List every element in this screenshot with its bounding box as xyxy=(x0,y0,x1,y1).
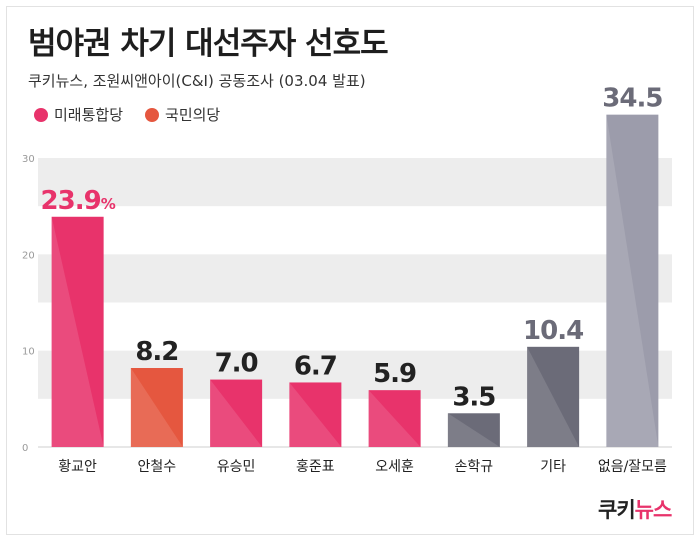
kuki-news-logo: 쿠키뉴스 xyxy=(598,498,672,522)
bar-value-label: 7.0 xyxy=(215,349,258,379)
grid-band xyxy=(38,158,672,207)
y-tick-label: 0 xyxy=(22,443,28,454)
grid-band xyxy=(38,254,672,303)
x-tick-label: 오세훈 xyxy=(375,459,414,475)
x-tick-label: 유승민 xyxy=(217,459,256,475)
chart-subtitle: 쿠키뉴스, 조원씨앤아이(C&I) 공동조사 (03.04 발표) xyxy=(28,72,366,90)
bar xyxy=(606,114,659,448)
bar-sheen xyxy=(51,216,104,447)
x-tick-label: 손학규 xyxy=(455,459,494,475)
bar-value-label: 10.4 xyxy=(523,316,583,346)
legend-swatch xyxy=(145,107,160,122)
x-tick-label: 홍준표 xyxy=(296,459,335,475)
bar-value-label: 5.9 xyxy=(373,359,416,389)
bar-sheen xyxy=(210,379,263,447)
legend-label: 국민의당 xyxy=(165,106,221,124)
bar-sheen xyxy=(289,382,342,447)
x-tick-label: 없음/잘모름 xyxy=(598,459,667,475)
x-tick-label: 기타 xyxy=(540,459,566,475)
bar xyxy=(527,346,580,447)
bar-sheen xyxy=(606,114,659,448)
legend-label: 미래통합당 xyxy=(54,106,124,124)
chart-frame xyxy=(6,6,694,535)
bar xyxy=(368,390,421,447)
bar xyxy=(447,413,500,447)
chart-title: 범야권 차기 대선주자 선호도 xyxy=(28,26,389,62)
bar-value-label: 8.2 xyxy=(135,337,178,367)
bar-sheen xyxy=(130,368,183,447)
x-tick-label: 안철수 xyxy=(138,459,177,475)
bar-value-label: 34.5 xyxy=(602,84,662,114)
bar-value-suffix: % xyxy=(101,195,116,213)
bar-value-label: 3.5 xyxy=(452,382,495,412)
bar xyxy=(210,379,263,447)
y-tick-label: 10 xyxy=(22,347,35,358)
legend-item-mirae: 미래통합당 xyxy=(34,104,123,125)
bar-sheen xyxy=(447,413,500,447)
bar-sheen xyxy=(368,390,421,447)
y-tick-label: 20 xyxy=(22,250,35,261)
bar-sheen xyxy=(527,346,580,447)
legend-item-gukmin: 국민의당 xyxy=(145,104,220,125)
bar xyxy=(289,382,342,447)
bar xyxy=(130,368,183,447)
x-tick-label: 황교안 xyxy=(58,459,97,475)
bar-value-label: 6.7 xyxy=(294,351,337,381)
legend-swatch xyxy=(34,107,48,122)
y-tick-label: 30 xyxy=(22,154,35,165)
chart-legend: 미래통합당 국민의당 xyxy=(34,104,220,125)
bar xyxy=(51,216,104,447)
